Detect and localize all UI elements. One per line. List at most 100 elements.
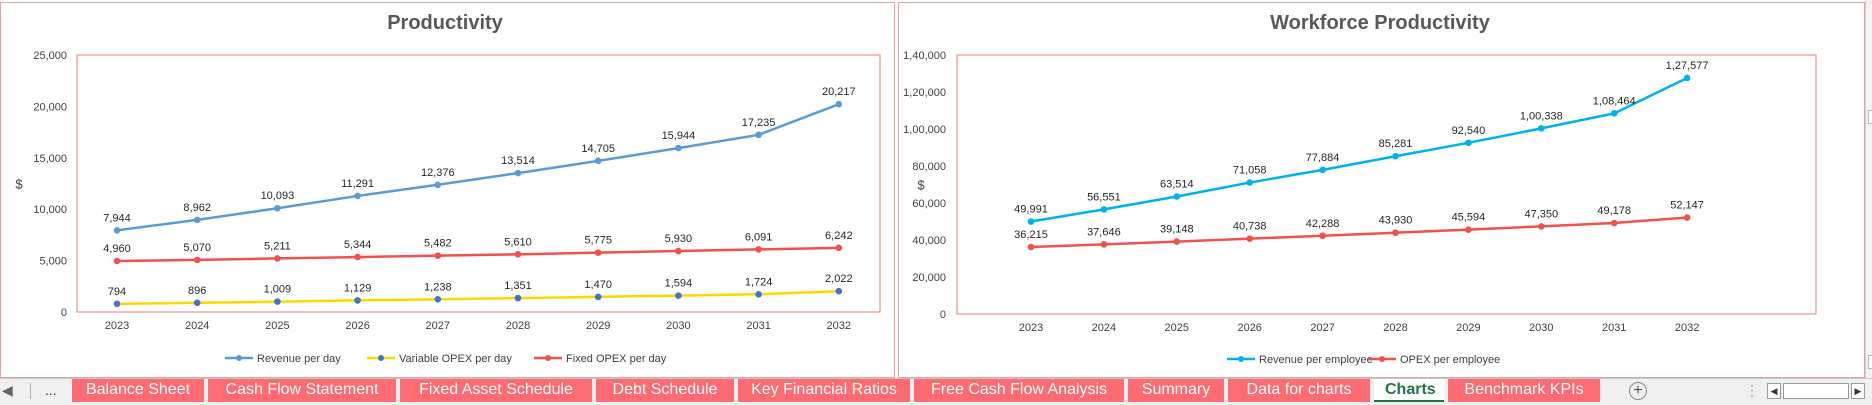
data-point — [1027, 243, 1035, 251]
y-axis-label: $ — [15, 177, 23, 192]
series-line — [1030, 216, 1688, 249]
series-line — [116, 289, 839, 306]
data-label: 1,724 — [745, 276, 773, 288]
data-point — [835, 287, 843, 295]
x-tick-label: 2029 — [1456, 322, 1480, 334]
data-label: 1,00,338 — [1520, 110, 1563, 122]
y-tick-label: 1,20,000 — [903, 87, 946, 99]
data-label: 794 — [108, 286, 126, 298]
data-label: 63,514 — [1160, 178, 1194, 190]
scroll-thumb[interactable] — [1868, 110, 1872, 124]
data-point — [514, 169, 522, 177]
x-tick-label: 2024 — [1092, 322, 1116, 334]
data-label: 39,148 — [1160, 224, 1194, 236]
data-label: 42,288 — [1306, 218, 1340, 230]
x-tick-label: 2026 — [345, 320, 369, 332]
scroll-end[interactable] — [1868, 355, 1872, 369]
sheet-tab-data-for-charts[interactable]: Data for charts — [1228, 379, 1370, 402]
data-point — [113, 227, 121, 234]
legend-label: Revenue per day — [257, 353, 341, 365]
more-sheets-button[interactable]: ... — [45, 382, 57, 398]
data-point — [1319, 166, 1326, 174]
data-label: 5,775 — [584, 235, 612, 247]
scroll-track[interactable] — [1783, 383, 1849, 399]
series-line — [1030, 76, 1688, 223]
data-label: 5,070 — [183, 242, 211, 254]
vertical-scrollbar[interactable] — [1865, 0, 1872, 378]
data-label: 1,08,464 — [1593, 95, 1636, 107]
data-point — [675, 144, 682, 152]
x-tick-label: 2026 — [1237, 322, 1261, 334]
legend-marker — [1238, 356, 1244, 362]
sheet-tab-debt-schedule[interactable]: Debt Schedule — [596, 379, 734, 402]
data-point — [193, 256, 201, 264]
data-point — [1027, 218, 1035, 225]
horizontal-scrollbar[interactable]: ◀ ▶ — [1767, 383, 1867, 400]
sheet-tab-balance-sheet[interactable]: Balance Sheet — [72, 379, 204, 402]
x-tick-label: 2023 — [105, 320, 129, 332]
data-point — [1319, 232, 1326, 240]
y-tick-label: 0 — [940, 309, 946, 321]
y-tick-label: 80,000 — [912, 161, 946, 173]
data-label: 56,551 — [1087, 191, 1121, 203]
x-tick-label: 2028 — [506, 320, 530, 332]
data-label: 1,238 — [424, 281, 452, 293]
sheet-tab-fixed-asset-schedule[interactable]: Fixed Asset Schedule — [400, 379, 592, 402]
data-label: 49,991 — [1014, 204, 1048, 216]
scroll-right-arrow-icon[interactable]: ▶ — [1851, 383, 1865, 399]
y-tick-label: 1,00,000 — [903, 124, 946, 136]
sheet-tab-free-cash-flow-analysis[interactable]: Free Cash Flow Analysis — [914, 379, 1124, 402]
sheet-tab-bar: ◀ ... Balance Sheet Cash Flow Statement Fi… — [0, 378, 1872, 405]
data-label: 45,594 — [1452, 212, 1486, 224]
data-point — [1683, 74, 1691, 82]
data-point — [1465, 226, 1472, 233]
data-label: 4,960 — [103, 243, 131, 255]
data-label: 11,291 — [341, 178, 374, 190]
sheet-tab-charts[interactable]: Charts — [1374, 379, 1444, 402]
data-label: 1,27,577 — [1666, 60, 1709, 72]
data-point — [1246, 235, 1253, 242]
data-label: 5,482 — [424, 238, 452, 250]
legend-label: Fixed OPEX per day — [566, 353, 667, 365]
data-point — [1610, 219, 1618, 227]
x-tick-label: 2027 — [1310, 322, 1334, 334]
data-point — [434, 181, 442, 189]
data-point — [514, 251, 522, 258]
data-point — [755, 290, 762, 298]
y-tick-label: 20,000 — [912, 272, 946, 284]
scroll-left-arrow-icon[interactable]: ◀ — [1767, 383, 1781, 399]
x-tick-label: 2032 — [1675, 322, 1699, 334]
x-tick-label: 2031 — [1602, 322, 1626, 334]
data-point — [1173, 238, 1181, 245]
chart-title: Workforce Productivity — [1270, 12, 1491, 34]
productivity-chart-svg: Productivity $0 5,000 10,000 15,000 20,000 25,… — [15, 12, 881, 365]
data-point — [594, 293, 602, 301]
data-point — [755, 131, 762, 139]
data-label: 6,242 — [825, 230, 853, 242]
series-line — [116, 103, 840, 232]
tab-scroll-left-icon[interactable]: ◀ — [2, 382, 13, 398]
sheet-tab-benchmark-kpis[interactable]: Benchmark KPIs — [1448, 379, 1600, 402]
data-label: 20,217 — [822, 86, 856, 98]
data-point — [274, 204, 281, 212]
y-tick-label: 40,000 — [912, 235, 946, 247]
data-point — [1392, 152, 1399, 160]
sheet-tab-summary[interactable]: Summary — [1128, 379, 1224, 402]
data-label: 36,215 — [1014, 229, 1048, 241]
sheet-tab-key-financial-ratios[interactable]: Key Financial Ratios — [738, 379, 910, 402]
add-sheet-button[interactable]: + — [1629, 382, 1647, 400]
tab-splitter-icon[interactable]: ⋮ — [1745, 382, 1759, 398]
workforce-productivity-chart[interactable]: Workforce Productivity $0 20,000 40,000 60,0… — [898, 2, 1865, 378]
data-label: 12,376 — [421, 167, 455, 179]
chart-title: Productivity — [387, 12, 503, 34]
data-label: 1,351 — [504, 280, 532, 292]
data-label: 37,646 — [1087, 226, 1121, 238]
series-line — [116, 246, 839, 263]
legend-label: OPEX per employee — [1400, 354, 1500, 366]
productivity-chart[interactable]: Productivity $0 5,000 10,000 15,000 20,000 25,… — [0, 2, 895, 378]
data-point — [1392, 229, 1399, 237]
plot-area — [76, 54, 881, 313]
sheet-tab-cash-flow-statement[interactable]: Cash Flow Statement — [208, 379, 396, 402]
tab-separator — [30, 383, 31, 399]
data-label: 17,235 — [742, 117, 776, 129]
